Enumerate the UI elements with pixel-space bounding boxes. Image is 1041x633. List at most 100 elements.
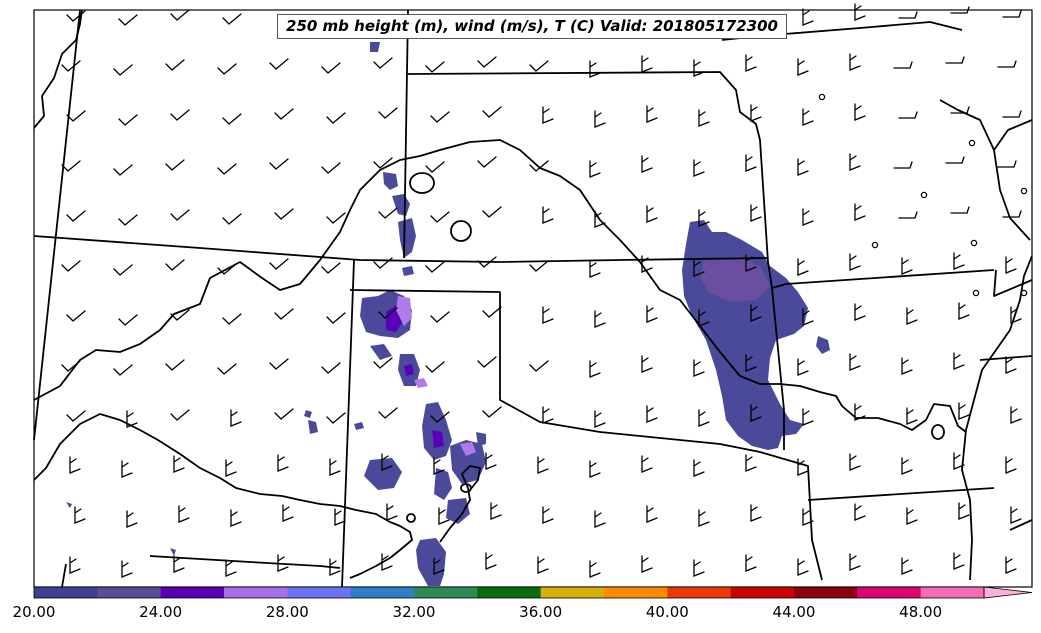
wind-barb bbox=[854, 503, 866, 521]
wind-barb bbox=[641, 555, 653, 573]
wind-barb bbox=[118, 114, 138, 126]
wind-barb bbox=[901, 357, 913, 375]
wind-barb bbox=[1002, 210, 1022, 218]
wind-barb bbox=[66, 110, 86, 122]
wind-barb bbox=[69, 556, 81, 574]
wind-barb bbox=[490, 502, 502, 520]
colorbar-swatch bbox=[287, 587, 352, 598]
wind-barb bbox=[589, 460, 601, 478]
wind-barb bbox=[802, 508, 814, 526]
calm-circle bbox=[968, 139, 976, 147]
wind-barb bbox=[386, 503, 398, 521]
wind-barb bbox=[958, 502, 970, 520]
wind-barb bbox=[589, 160, 601, 178]
wind-barb bbox=[589, 360, 601, 378]
wind-barb bbox=[485, 552, 497, 570]
wind-barb bbox=[797, 558, 809, 576]
wind-barb bbox=[1005, 456, 1017, 474]
wind-barb bbox=[274, 108, 294, 120]
wind-barb bbox=[225, 459, 237, 477]
calm-markers bbox=[818, 93, 1028, 297]
wind-barb bbox=[997, 160, 1017, 168]
wind-barb bbox=[381, 453, 393, 471]
wind-barb bbox=[230, 509, 242, 527]
colorbar-outline bbox=[33, 586, 985, 599]
wind-barb bbox=[378, 107, 398, 119]
wind-barb bbox=[113, 164, 133, 176]
colorbar-swatch bbox=[350, 587, 415, 598]
contour-sw bbox=[33, 413, 413, 579]
wind-barb bbox=[61, 360, 81, 372]
wind-barb bbox=[66, 10, 86, 22]
wind-barb bbox=[61, 260, 81, 272]
wind-barb bbox=[849, 253, 861, 271]
wind-barb bbox=[958, 402, 970, 420]
wind-barb bbox=[482, 306, 502, 318]
calm-circle bbox=[920, 191, 928, 199]
wind-barb bbox=[477, 56, 497, 68]
wind-barb bbox=[849, 453, 861, 471]
wind-barb bbox=[321, 162, 341, 174]
wind-barb bbox=[274, 408, 294, 420]
contour-closed-2 bbox=[450, 220, 472, 242]
wind-barb bbox=[797, 258, 809, 276]
wind-barb bbox=[477, 256, 497, 268]
boundary-ms-river bbox=[961, 255, 1033, 581]
wind-barb bbox=[1002, 10, 1022, 18]
wind-barb bbox=[849, 353, 861, 371]
boundary-ok-panhandle bbox=[349, 289, 823, 581]
boundary-nm-west bbox=[341, 259, 355, 588]
boundary-co-north bbox=[403, 9, 409, 259]
wind-barb bbox=[646, 205, 658, 223]
wind-barb bbox=[898, 111, 918, 119]
wind-barb bbox=[373, 57, 393, 69]
wind-barb bbox=[750, 104, 762, 122]
wind-barb bbox=[277, 554, 289, 572]
colorbar-swatch bbox=[667, 587, 732, 598]
colorbar-tick-label: 44.00 bbox=[772, 603, 816, 621]
wind-barb bbox=[170, 9, 190, 21]
colorbar-swatch bbox=[604, 587, 668, 598]
wind-barb bbox=[1005, 356, 1017, 374]
colorbar-swatch bbox=[920, 587, 985, 598]
wind-barb bbox=[646, 105, 658, 123]
wind-barb bbox=[222, 213, 242, 225]
wind-barb bbox=[66, 210, 86, 222]
wind-barb bbox=[329, 458, 341, 476]
wind-barb bbox=[378, 207, 398, 219]
boundary-la-east bbox=[1009, 519, 1033, 531]
wind-barb bbox=[529, 260, 549, 272]
map-title: 250 mb height (m), wind (m/s), T (C) Val… bbox=[277, 14, 787, 39]
colorbar-swatch bbox=[857, 587, 922, 598]
wind-barb bbox=[61, 160, 81, 172]
calm-circle bbox=[972, 289, 980, 297]
wind-barb bbox=[698, 309, 710, 327]
wind-barb bbox=[950, 106, 970, 114]
colorbar-swatch bbox=[794, 587, 858, 598]
wind-barb bbox=[849, 153, 861, 171]
wind-barb bbox=[230, 409, 242, 427]
wind-barb bbox=[802, 308, 814, 326]
wind-barb bbox=[797, 158, 809, 176]
wind-barb bbox=[482, 206, 502, 218]
boundary-ne-south bbox=[407, 71, 769, 263]
wind-barb bbox=[849, 53, 861, 71]
wind-barb bbox=[797, 58, 809, 76]
wind-barb bbox=[118, 14, 138, 26]
wind-barb bbox=[797, 358, 809, 376]
contour-closed-5 bbox=[460, 483, 472, 493]
wind-barb bbox=[802, 408, 814, 426]
wind-barb bbox=[1002, 110, 1022, 118]
contour-tx bbox=[439, 465, 481, 543]
wind-barb bbox=[430, 411, 450, 423]
colorbar-tick-label: 48.00 bbox=[899, 603, 943, 621]
wind-barb bbox=[113, 64, 133, 76]
wind-barb bbox=[326, 412, 346, 424]
wind-barb bbox=[594, 210, 606, 228]
wind-barb bbox=[373, 357, 393, 369]
wind-barb bbox=[750, 204, 762, 222]
wind-barb bbox=[529, 360, 549, 372]
wind-barb bbox=[61, 60, 81, 72]
wind-barb bbox=[1005, 256, 1017, 274]
wind-barb bbox=[170, 309, 190, 321]
